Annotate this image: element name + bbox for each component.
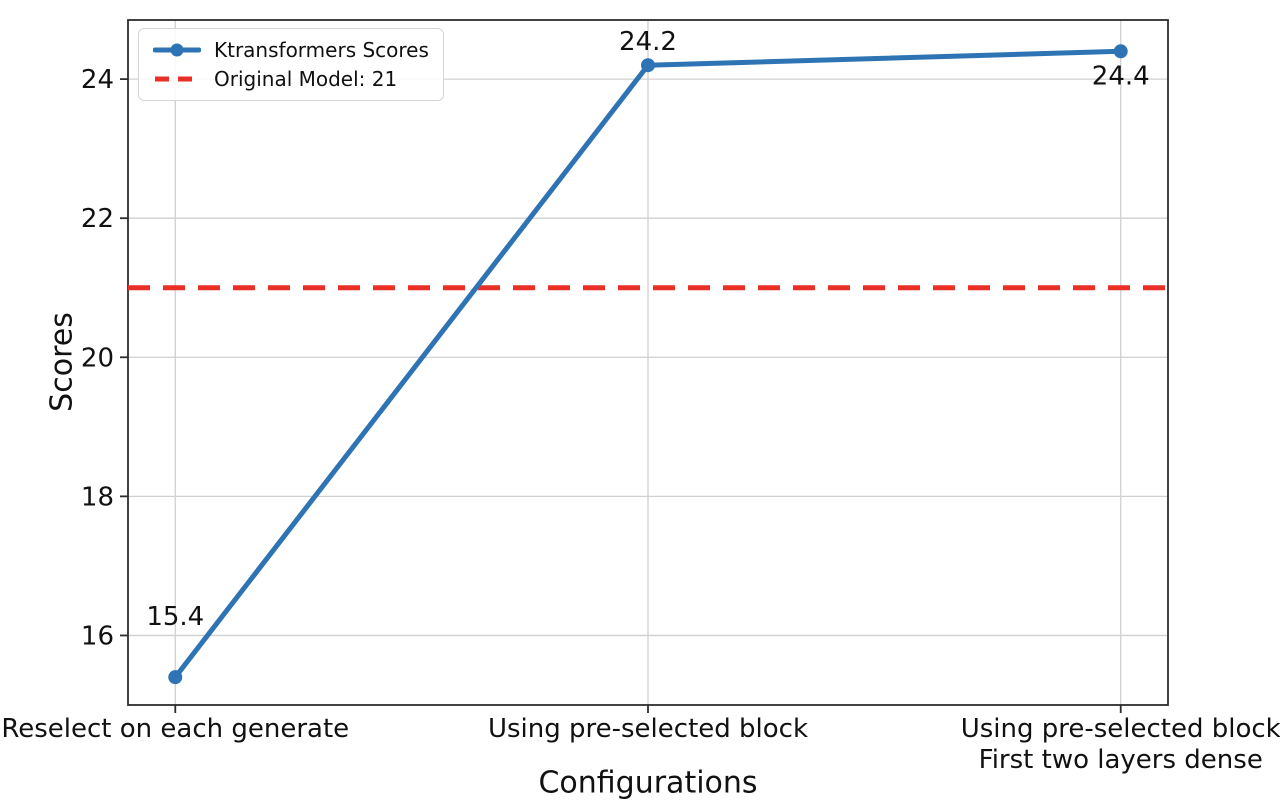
data-point-marker [1113, 44, 1128, 59]
x-tick-label: Using pre-selected block [961, 714, 1280, 744]
legend-series-marker [170, 43, 184, 57]
legend-series-line-icon [153, 43, 201, 57]
legend-item-series: Ktransformers Scores [153, 38, 429, 62]
x-tick-label: Using pre-selected block [488, 714, 808, 744]
y-axis-label: Scores [44, 312, 80, 412]
legend: Ktransformers Scores Original Model: 21 [138, 28, 444, 101]
x-axis-label: Configurations [538, 765, 758, 801]
legend-dashed-line-icon [155, 76, 199, 82]
data-point-annotation: 24.2 [619, 27, 677, 57]
y-tick-label: 18 [81, 482, 114, 512]
y-tick-label: 16 [81, 621, 114, 651]
data-point-annotation: 24.4 [1092, 61, 1150, 91]
legend-refline-label: Original Model: 21 [214, 67, 398, 91]
y-tick-label: 24 [81, 65, 114, 95]
y-tick-label: 20 [81, 343, 114, 373]
x-tick-label: Reselect on each generate [1, 714, 349, 744]
legend-item-refline: Original Model: 21 [153, 67, 429, 91]
data-point-marker [641, 58, 655, 73]
x-tick-label: First two layers dense [979, 745, 1263, 775]
data-point-annotation: 15.4 [146, 602, 204, 632]
y-tick-label: 22 [81, 204, 114, 234]
data-point-marker [168, 670, 183, 685]
legend-series-label: Ktransformers Scores [214, 38, 429, 62]
